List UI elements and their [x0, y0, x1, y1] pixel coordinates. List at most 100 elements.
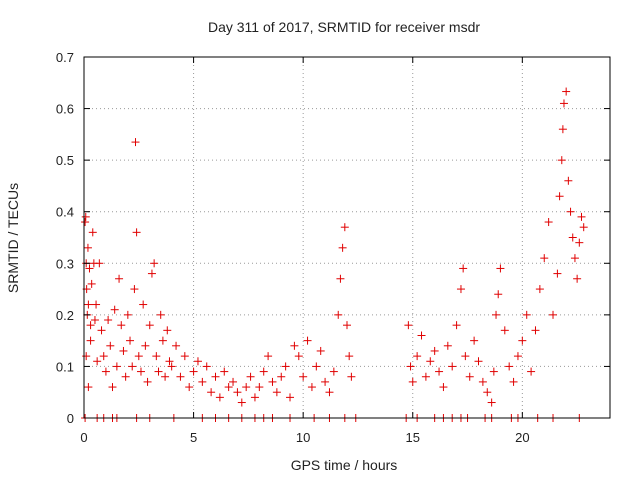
data-point	[264, 352, 273, 361]
x-tick-label: 0	[80, 430, 87, 445]
y-tick-label: 0.4	[56, 205, 74, 220]
data-point	[527, 367, 536, 376]
data-point	[139, 300, 148, 309]
data-point	[143, 377, 152, 386]
data-point	[404, 321, 413, 330]
data-point	[443, 341, 452, 350]
data-point	[134, 352, 143, 361]
data-point	[459, 264, 468, 273]
data-point	[518, 336, 527, 345]
data-point	[131, 138, 140, 147]
data-point	[448, 362, 457, 371]
grid-lines	[84, 57, 610, 418]
data-point	[246, 372, 255, 381]
data-point	[334, 310, 343, 319]
data-point	[568, 233, 577, 242]
data-point	[500, 326, 509, 335]
data-point	[478, 377, 487, 386]
data-point	[224, 383, 233, 392]
data-point	[540, 254, 549, 263]
data-point	[557, 156, 566, 165]
data-point	[286, 393, 295, 402]
data-point	[307, 383, 316, 392]
data-point	[141, 341, 150, 350]
data-point	[145, 321, 154, 330]
data-point	[421, 372, 430, 381]
data-point	[408, 377, 417, 386]
data-point	[123, 310, 132, 319]
y-tick-label: 0.2	[56, 308, 74, 323]
data-point	[101, 367, 110, 376]
data-point	[558, 125, 567, 134]
data-point	[220, 367, 229, 376]
data-point	[489, 367, 498, 376]
data-point	[456, 285, 465, 294]
data-point	[156, 310, 165, 319]
data-point	[573, 274, 582, 283]
data-point	[347, 372, 356, 381]
data-point	[566, 207, 575, 216]
data-point	[84, 300, 93, 309]
data-point	[340, 223, 349, 232]
data-point	[259, 367, 268, 376]
data-point	[577, 212, 586, 221]
y-tick-label: 0.7	[56, 50, 74, 65]
data-point	[211, 372, 220, 381]
plot-frame	[83, 56, 611, 419]
data-point	[413, 352, 422, 361]
data-point	[108, 383, 117, 392]
data-point	[132, 228, 141, 237]
data-point	[128, 362, 137, 371]
data-point	[152, 352, 161, 361]
data-point	[202, 362, 211, 371]
data-point	[426, 357, 435, 366]
data-point	[81, 218, 90, 227]
data-point	[321, 377, 330, 386]
data-point	[544, 218, 553, 227]
y-tick-label: 0.6	[56, 102, 74, 117]
data-point	[189, 367, 198, 376]
data-point	[83, 243, 92, 252]
x-tick-label: 15	[406, 430, 420, 445]
x-axis-label: GPS time / hours	[291, 457, 398, 473]
data-point	[150, 259, 159, 268]
data-point	[483, 388, 492, 397]
data-point	[461, 352, 470, 361]
y-tick-label: 0.3	[56, 256, 74, 271]
x-tick-label: 5	[190, 430, 197, 445]
data-point	[172, 341, 181, 350]
data-point	[505, 362, 514, 371]
data-point	[509, 377, 518, 386]
data-point	[115, 274, 124, 283]
data-point	[435, 367, 444, 376]
data-point	[470, 336, 479, 345]
data-point	[97, 326, 106, 335]
data-point	[474, 357, 483, 366]
data-point	[575, 238, 584, 247]
data-point	[154, 367, 163, 376]
data-point	[84, 383, 93, 392]
data-point	[158, 336, 167, 345]
data-point	[406, 362, 415, 371]
data-point	[555, 192, 564, 201]
data-point	[117, 321, 126, 330]
data-point	[99, 352, 108, 361]
data-point	[531, 326, 540, 335]
data-point	[522, 310, 531, 319]
data-point	[86, 321, 95, 330]
data-point	[345, 352, 354, 361]
data-point	[161, 372, 170, 381]
data-point	[268, 377, 277, 386]
data-point	[93, 357, 102, 366]
x-tick-label: 10	[296, 430, 310, 445]
data-point	[207, 388, 216, 397]
data-point	[299, 372, 308, 381]
data-point	[255, 383, 264, 392]
data-point	[272, 388, 281, 397]
data-point	[104, 316, 113, 325]
data-point	[180, 352, 189, 361]
y-tick-label: 0	[67, 411, 74, 426]
data-point	[86, 336, 95, 345]
